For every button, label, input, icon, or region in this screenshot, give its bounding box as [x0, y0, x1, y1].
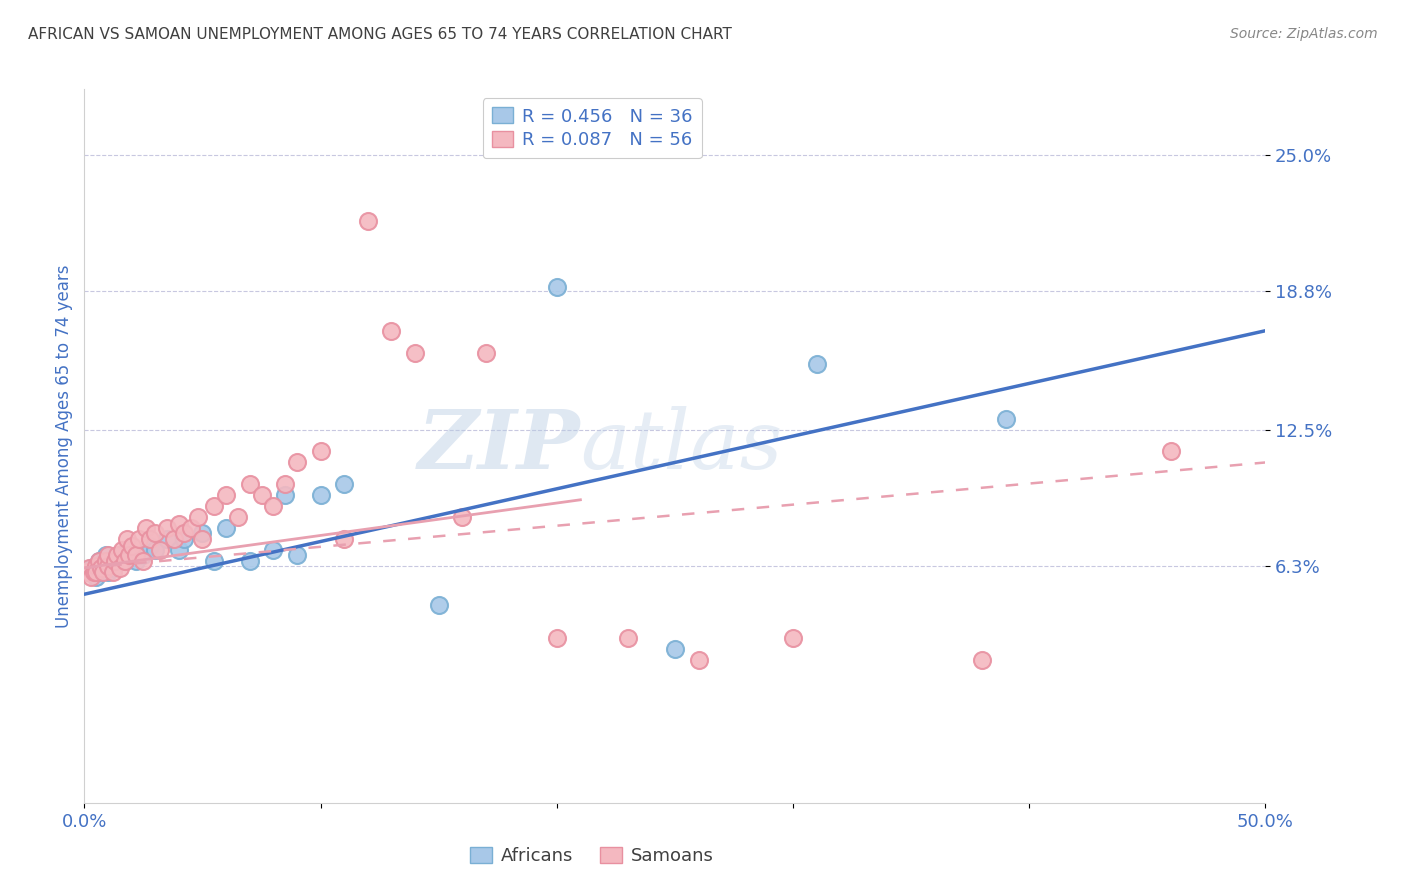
Point [380, 324, 402, 338]
Point [215, 521, 238, 535]
Point [274, 488, 297, 502]
Point [125, 548, 148, 562]
Point [90, 561, 112, 575]
Point [108, 561, 131, 575]
Point [309, 488, 332, 502]
Point [156, 521, 179, 535]
Point [114, 554, 136, 568]
Point [107, 548, 129, 562]
Point [333, 477, 356, 491]
Point [132, 548, 155, 562]
Point [125, 554, 148, 568]
Point [97, 548, 120, 562]
Point [84, 558, 107, 573]
Point [101, 561, 124, 575]
Point [121, 539, 143, 553]
Point [108, 548, 131, 562]
Point [546, 280, 568, 294]
Point [357, 214, 380, 228]
Point [333, 533, 356, 547]
Point [121, 548, 143, 562]
Legend: Africans, Samoans: Africans, Samoans [463, 839, 721, 872]
Point [91, 566, 114, 580]
Point [139, 539, 162, 553]
Point [101, 566, 124, 580]
Point [156, 533, 179, 547]
Point [239, 477, 262, 491]
Point [94, 554, 117, 568]
Point [80, 561, 103, 575]
Point [118, 548, 141, 562]
Y-axis label: Unemployment Among Ages 65 to 74 years: Unemployment Among Ages 65 to 74 years [55, 264, 73, 628]
Point [226, 510, 249, 524]
Point [91, 558, 114, 573]
Text: Source: ZipAtlas.com: Source: ZipAtlas.com [1230, 27, 1378, 41]
Point [87, 554, 110, 568]
Point [115, 533, 138, 547]
Point [163, 533, 186, 547]
Point [90, 566, 112, 580]
Point [274, 477, 297, 491]
Point [76, 566, 98, 580]
Point [132, 554, 155, 568]
Point [616, 631, 638, 645]
Point [180, 521, 202, 535]
Point [806, 357, 828, 371]
Point [115, 543, 138, 558]
Point [97, 558, 120, 573]
Text: atlas: atlas [581, 406, 783, 486]
Point [167, 516, 190, 531]
Point [664, 642, 686, 657]
Point [104, 554, 127, 568]
Point [427, 598, 450, 612]
Point [262, 543, 284, 558]
Point [994, 411, 1017, 425]
Point [285, 455, 308, 469]
Point [104, 552, 127, 566]
Point [77, 566, 100, 580]
Point [80, 569, 103, 583]
Point [546, 631, 568, 645]
Text: AFRICAN VS SAMOAN UNEMPLOYMENT AMONG AGES 65 TO 74 YEARS CORRELATION CHART: AFRICAN VS SAMOAN UNEMPLOYMENT AMONG AGE… [28, 27, 733, 42]
Point [173, 525, 195, 540]
Point [187, 510, 209, 524]
Point [167, 543, 190, 558]
Point [173, 533, 195, 547]
Point [970, 653, 993, 667]
Point [451, 510, 474, 524]
Point [782, 631, 804, 645]
Point [139, 533, 162, 547]
Point [149, 543, 172, 558]
Point [262, 500, 284, 514]
Point [285, 548, 308, 562]
Point [83, 566, 105, 580]
Text: ZIP: ZIP [418, 406, 581, 486]
Point [135, 521, 157, 535]
Point [191, 525, 214, 540]
Point [143, 525, 166, 540]
Point [143, 543, 166, 558]
Point [202, 500, 225, 514]
Point [202, 554, 225, 568]
Point [87, 554, 110, 568]
Point [97, 554, 120, 568]
Point [475, 345, 498, 359]
Point [114, 554, 136, 568]
Point [84, 569, 107, 583]
Point [250, 488, 273, 502]
Point [239, 554, 262, 568]
Point [215, 488, 238, 502]
Point [128, 533, 150, 547]
Point [77, 561, 100, 575]
Point [1160, 444, 1182, 458]
Point [94, 548, 117, 562]
Point [309, 444, 332, 458]
Point [111, 543, 134, 558]
Point [97, 566, 120, 580]
Point [404, 345, 426, 359]
Point [84, 566, 107, 580]
Point [688, 653, 710, 667]
Point [191, 533, 214, 547]
